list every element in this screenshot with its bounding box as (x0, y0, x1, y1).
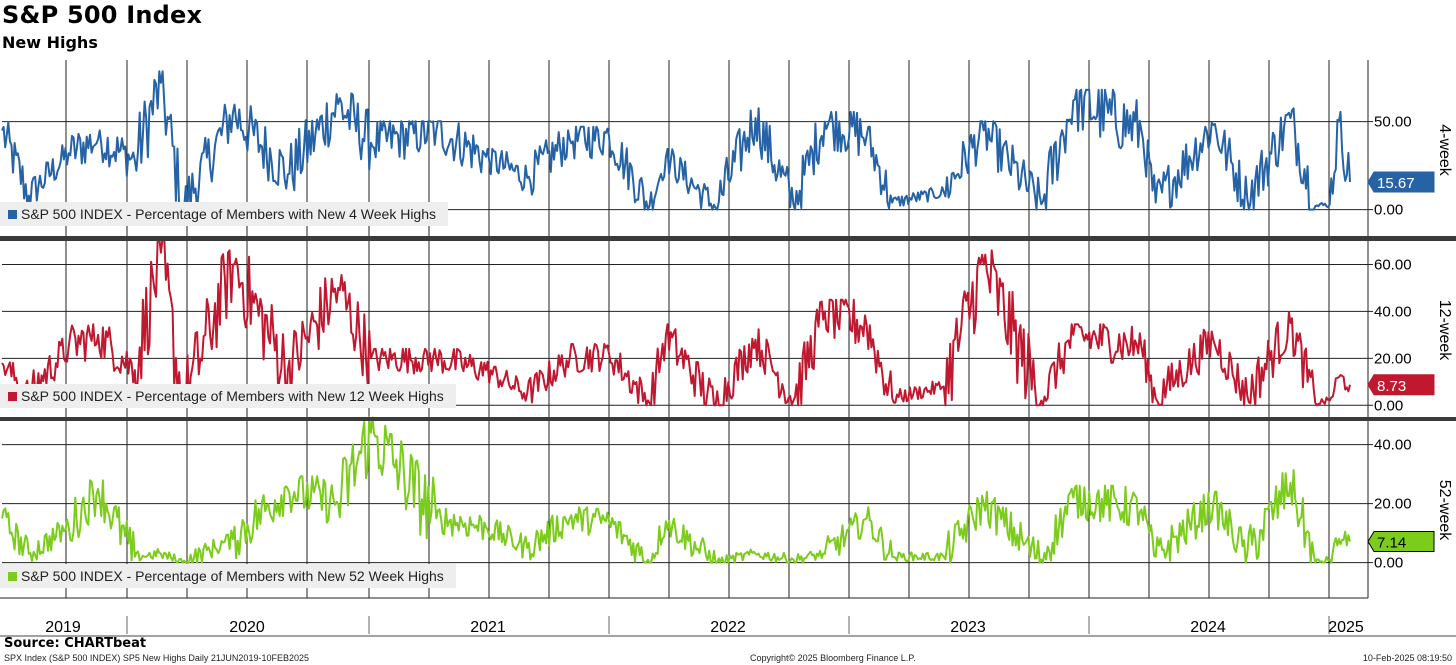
panel-separator (0, 236, 1456, 241)
last-value-label: 15.67 (1377, 175, 1415, 192)
last-value-label: 8.73 (1377, 378, 1406, 395)
legend-swatch (8, 210, 17, 219)
legend-background (0, 564, 456, 588)
legend-label: S&P 500 INDEX - Percentage of Members wi… (21, 568, 444, 584)
footer-series-info: SPX Index (S&P 500 INDEX) SP5 New Highs … (4, 653, 309, 663)
x-tick-label: 2025 (1328, 619, 1364, 636)
legend: S&P 500 INDEX - Percentage of Members wi… (0, 384, 456, 408)
y-tick-label: 60.00 (1374, 256, 1412, 273)
footer-copyright: Copyright© 2025 Bloomberg Finance L.P. (750, 653, 916, 663)
panel-label: 12-week (1436, 300, 1453, 361)
x-tick-label: 2024 (1190, 619, 1226, 636)
chart-subtitle: New Highs (2, 33, 98, 52)
y-tick-label: 20.00 (1374, 496, 1412, 513)
series-line (1, 416, 1351, 564)
legend: S&P 500 INDEX - Percentage of Members wi… (0, 202, 448, 226)
y-tick-label: 0.00 (1374, 555, 1403, 572)
y-tick-label: 0.00 (1374, 397, 1403, 414)
last-value-badge (1367, 374, 1435, 396)
series-line (1, 237, 1351, 407)
series-line (1, 70, 1351, 211)
legend-swatch (8, 572, 17, 581)
last-value-label: 7.14 (1377, 535, 1406, 552)
chart-title: S&P 500 Index (2, 1, 203, 29)
last-value-badge (1367, 171, 1435, 193)
x-tick-label: 2023 (950, 619, 986, 636)
y-tick-label: 40.00 (1374, 303, 1412, 320)
x-tick-label: 2020 (229, 619, 265, 636)
legend-background (0, 202, 448, 226)
legend: S&P 500 INDEX - Percentage of Members wi… (0, 564, 456, 588)
y-tick-label: 40.00 (1374, 437, 1412, 454)
legend-swatch (8, 392, 17, 401)
panel-label: 52-week (1436, 480, 1453, 541)
x-tick-label: 2019 (45, 619, 81, 636)
y-tick-label: 0.00 (1374, 202, 1403, 219)
panel-label: 4-week (1436, 124, 1453, 177)
legend-background (0, 384, 456, 408)
y-tick-label: 50.00 (1374, 114, 1412, 131)
last-value-badge (1367, 531, 1435, 553)
y-tick-label: 20.00 (1374, 350, 1412, 367)
panel-separator (0, 417, 1456, 421)
x-tick-label: 2021 (470, 619, 506, 636)
x-tick-label: 2022 (710, 619, 746, 636)
legend-label: S&P 500 INDEX - Percentage of Members wi… (21, 206, 436, 222)
legend-label: S&P 500 INDEX - Percentage of Members wi… (21, 388, 444, 404)
footer-timestamp: 10-Feb-2025 08:19:50 (1362, 653, 1452, 663)
source-note: Source: CHARTbeat (4, 636, 147, 651)
